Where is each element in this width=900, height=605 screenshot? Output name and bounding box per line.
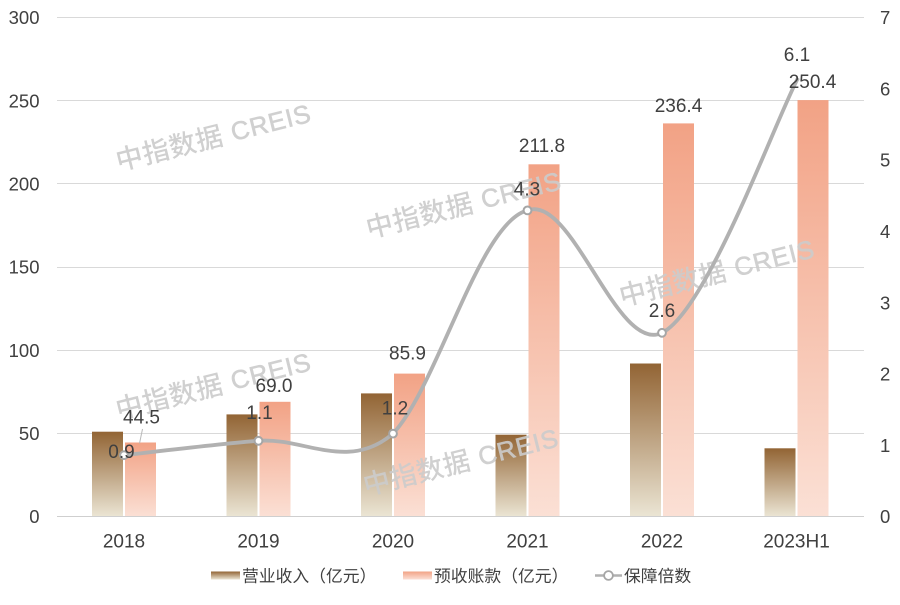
svg-text:85.9: 85.9 [389,344,426,365]
svg-text:2023H1: 2023H1 [763,532,830,553]
svg-text:2020: 2020 [372,532,414,553]
svg-text:44.5: 44.5 [123,407,160,428]
svg-text:2018: 2018 [103,532,145,553]
svg-text:3: 3 [880,292,890,313]
svg-text:69.0: 69.0 [256,376,293,397]
svg-text:250.4: 250.4 [789,72,837,93]
svg-text:50: 50 [19,423,40,444]
svg-text:150: 150 [9,257,40,278]
svg-text:2.6: 2.6 [649,301,675,322]
svg-text:0: 0 [29,506,39,527]
svg-text:6: 6 [880,79,890,100]
svg-text:100: 100 [9,340,40,361]
svg-text:1: 1 [880,435,890,456]
svg-text:4: 4 [880,221,890,242]
svg-text:0: 0 [880,506,890,527]
svg-text:1.1: 1.1 [246,403,272,424]
svg-text:4.3: 4.3 [514,180,540,201]
svg-text:2019: 2019 [237,532,279,553]
svg-text:236.4: 236.4 [655,96,703,117]
svg-text:0.9: 0.9 [108,442,134,463]
svg-text:300: 300 [9,7,40,28]
svg-text:5: 5 [880,150,890,171]
svg-text:200: 200 [9,174,40,195]
svg-text:250: 250 [9,90,40,111]
svg-text:6.1: 6.1 [784,45,810,66]
svg-text:2022: 2022 [641,532,683,553]
svg-text:2021: 2021 [506,532,548,553]
svg-text:1.2: 1.2 [382,399,408,420]
svg-text:7: 7 [880,7,890,28]
svg-text:2: 2 [880,364,890,385]
svg-text:211.8: 211.8 [519,136,565,157]
